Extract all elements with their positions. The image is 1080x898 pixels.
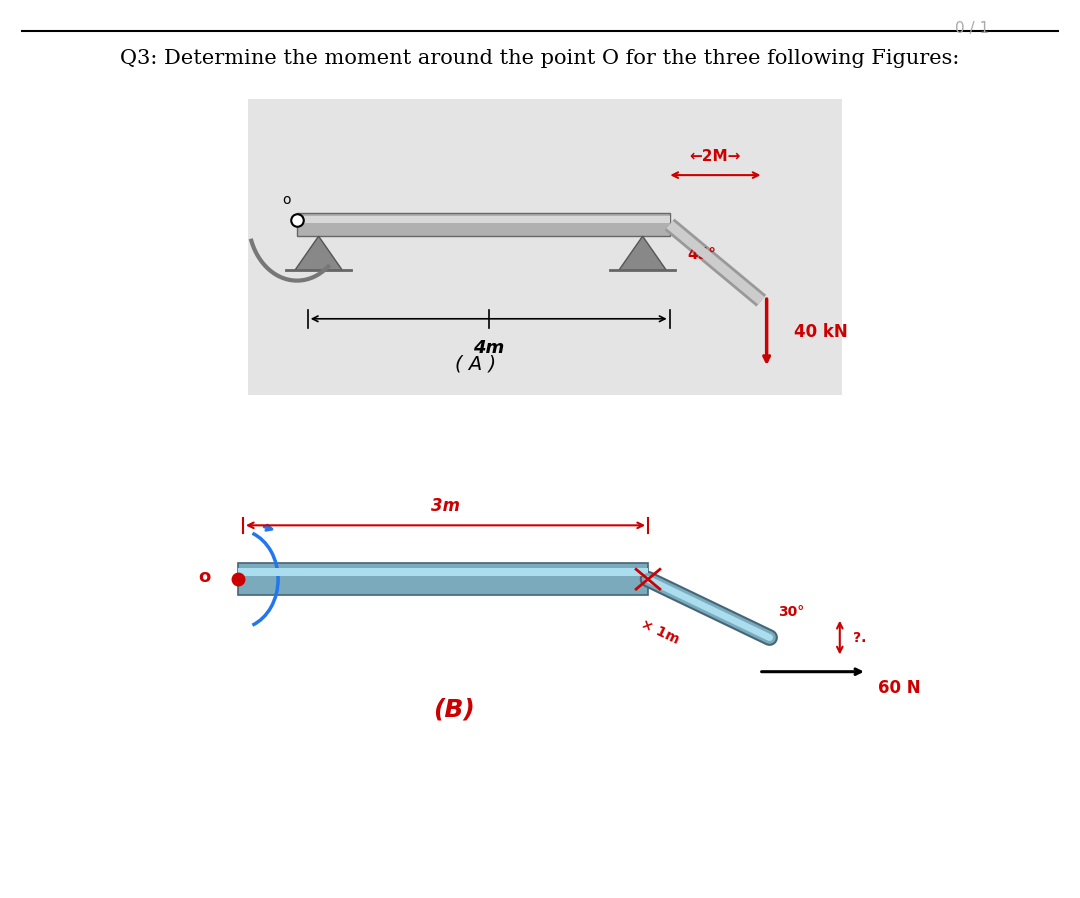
Text: ( A ): ( A ) [455,354,496,374]
Text: ?.: ?. [853,630,866,645]
Text: 3m: 3m [431,497,460,515]
Text: o: o [282,192,291,207]
Text: ←2M→: ←2M→ [690,149,741,164]
Bar [238,563,648,595]
Text: o: o [199,568,211,586]
Text: Q3: Determine the moment around the point O for the three following Figures:: Q3: Determine the moment around the poin… [120,48,960,68]
Bar [248,99,842,395]
Text: 60 N: 60 N [878,679,920,697]
Bar [238,568,648,576]
Bar [297,213,670,236]
Bar [297,216,670,223]
Text: × 1m: × 1m [639,618,681,647]
Text: 40 kN: 40 kN [794,323,848,341]
Text: 45°: 45° [688,247,716,262]
Polygon shape [619,236,666,270]
Text: 0 / 1: 0 / 1 [955,21,989,36]
Text: (B): (B) [433,698,474,721]
Text: 4m: 4m [473,339,504,357]
Polygon shape [295,236,342,270]
Text: 30°: 30° [779,605,805,620]
